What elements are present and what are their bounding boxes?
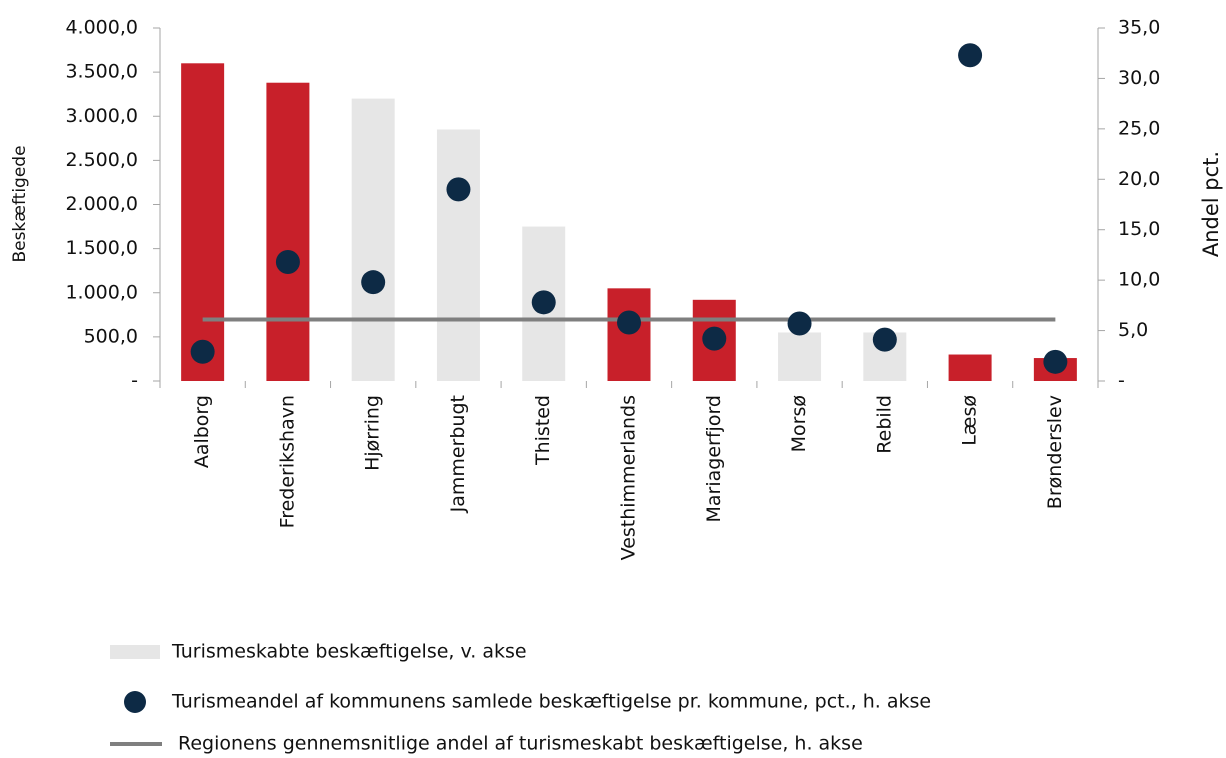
- legend-label: Turismeskabte beskæftigelse, v. akse: [171, 641, 527, 663]
- dot: [190, 339, 215, 364]
- y2-tick-label: -: [1118, 370, 1125, 392]
- dot: [958, 43, 983, 68]
- x-tick-label: Vesthimmerlands: [618, 395, 640, 560]
- dot: [531, 290, 556, 315]
- legend-swatch: [124, 691, 146, 713]
- y2-tick-label: 20,0: [1118, 168, 1160, 190]
- x-tick-label: Morsø: [788, 395, 810, 452]
- x-tick-label: Rebild: [873, 395, 895, 454]
- y2-axis-label: Andel pct.: [1199, 151, 1223, 257]
- y-tick-label: 3.000,0: [65, 105, 138, 127]
- dot: [446, 177, 471, 202]
- dot: [787, 311, 812, 336]
- legend-label: Turismeandel af kommunens samlede beskæf…: [171, 691, 931, 713]
- y2-tick-label: 15,0: [1118, 218, 1160, 240]
- x-tick-label: Thisted: [532, 395, 554, 466]
- dot: [1043, 349, 1068, 374]
- legend-label: Regionens gennemsnitlige andel af turism…: [178, 733, 863, 755]
- x-tick-label: Aalborg: [191, 395, 213, 468]
- bar: [607, 288, 651, 381]
- dot: [702, 326, 727, 351]
- y-tick-label: -: [131, 370, 138, 392]
- x-tick-label: Hjørring: [362, 395, 384, 471]
- y-axis-label: Beskæftigede: [10, 145, 30, 262]
- bar: [181, 63, 225, 382]
- y-tick-label: 3.500,0: [65, 61, 138, 83]
- y-tick-label: 1.000,0: [65, 281, 138, 303]
- y2-tick-label: 10,0: [1118, 269, 1160, 291]
- dot: [361, 270, 386, 295]
- dot: [617, 310, 641, 335]
- bar: [778, 332, 822, 381]
- y2-tick-label: 5,0: [1118, 319, 1148, 341]
- bar: [351, 98, 395, 381]
- y2-tick-label: 25,0: [1118, 117, 1160, 139]
- dot: [872, 327, 897, 352]
- y2-tick-label: 30,0: [1118, 67, 1160, 89]
- bar: [436, 129, 480, 381]
- dot: [275, 249, 300, 274]
- x-tick-label: Mariagerfjord: [703, 395, 725, 522]
- y-tick-label: 2.000,0: [65, 193, 138, 215]
- y-tick-label: 2.500,0: [65, 149, 138, 171]
- y-tick-label: 500,0: [84, 325, 138, 347]
- x-tick-label: Brønderslev: [1044, 395, 1066, 509]
- bar: [948, 354, 992, 381]
- x-tick-label: Frederikshavn: [276, 395, 298, 528]
- x-tick-label: Læsø: [959, 395, 981, 446]
- y-tick-label: 4.000,0: [65, 17, 138, 39]
- y2-tick-label: 35,0: [1118, 17, 1160, 39]
- y-tick-label: 1.500,0: [65, 237, 138, 259]
- legend-swatch: [110, 645, 160, 659]
- x-tick-label: Jammerbugt: [447, 395, 469, 513]
- bar: [266, 82, 310, 381]
